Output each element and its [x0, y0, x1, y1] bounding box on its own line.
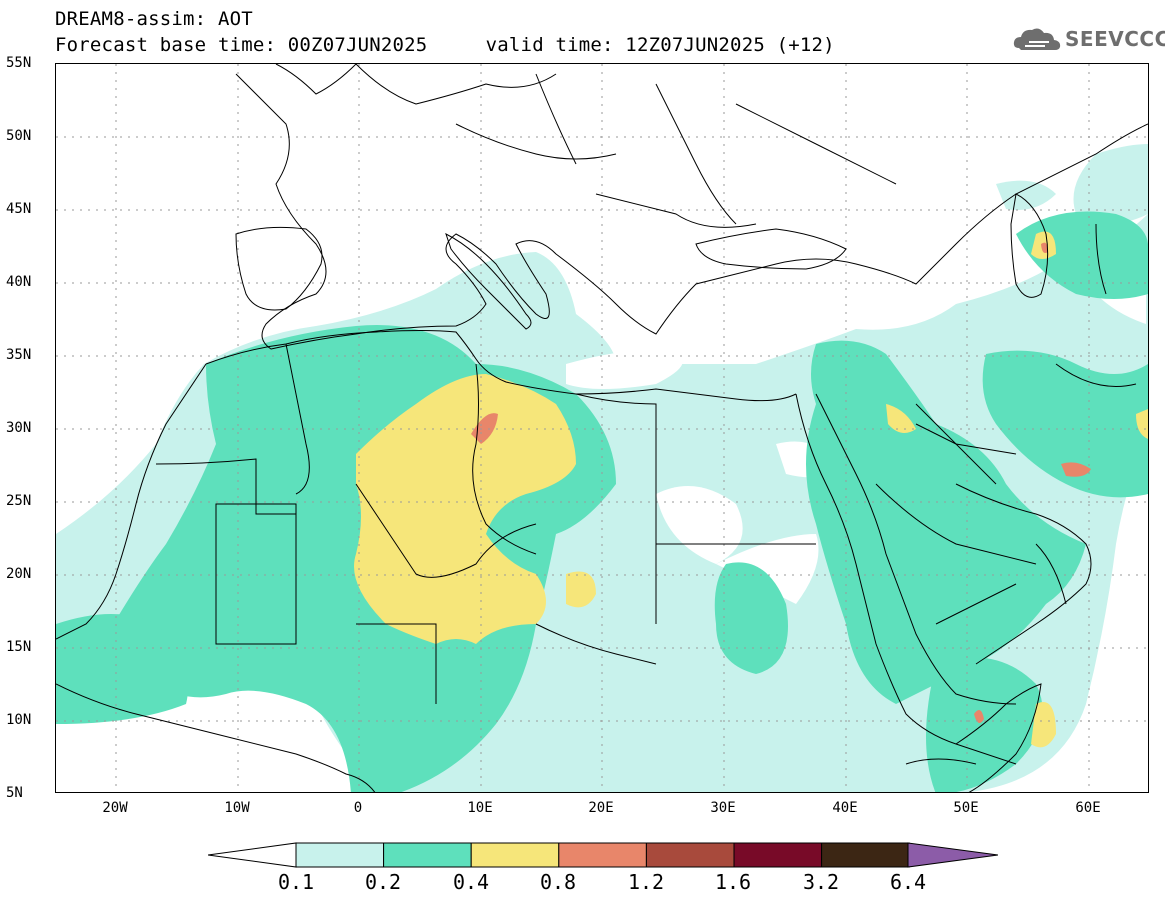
aot-map [55, 63, 1149, 793]
colorbar-box [733, 842, 823, 868]
lat-label: 10N [6, 712, 32, 728]
lat-label: 30N [6, 420, 32, 436]
lon-label: 40E [832, 800, 858, 816]
colorbar-max-arrow [907, 842, 998, 868]
lon-label: 50E [953, 800, 979, 816]
lat-label: 45N [6, 201, 32, 217]
colorbar-label: 6.4 [889, 870, 927, 894]
lat-label: 15N [6, 639, 32, 655]
colorbar-box [383, 842, 472, 868]
colorbar-box [558, 842, 647, 868]
colorbar-label: 0.2 [364, 870, 402, 894]
lat-label: 25N [6, 493, 32, 509]
colorbar-box [645, 842, 735, 868]
map-canvas [56, 64, 1148, 792]
lon-label: 20E [588, 800, 614, 816]
lon-label: 30E [710, 800, 736, 816]
forecast-time-line: Forecast base time: 00Z07JUN2025 valid t… [55, 34, 835, 56]
cloud-logo-icon [1013, 28, 1061, 50]
colorbar-label: 0.4 [452, 870, 490, 894]
lat-label: 5N [6, 785, 23, 801]
lat-label: 40N [6, 274, 32, 290]
lon-label: 10E [467, 800, 493, 816]
logo-text: SEEVCCC [1065, 27, 1165, 51]
colorbar [208, 842, 998, 868]
coastlines-borders [56, 64, 1148, 792]
graticule [56, 64, 1148, 792]
colorbar-min-arrow [208, 842, 297, 868]
lat-label: 20N [6, 566, 32, 582]
lon-label: 10W [224, 800, 250, 816]
colorbar-box [470, 842, 560, 868]
colorbar-label: 0.1 [277, 870, 315, 894]
product-title: DREAM8-assim: AOT [55, 8, 253, 30]
colorbar-boxes [295, 842, 910, 868]
colorbar-box [821, 842, 910, 868]
lon-label: 20W [102, 800, 128, 816]
colorbar-label: 3.2 [802, 870, 840, 894]
lat-label: 55N [6, 55, 32, 71]
lat-label: 35N [6, 347, 32, 363]
colorbar-label: 0.8 [539, 870, 577, 894]
aot-level-0-8 [471, 242, 1091, 723]
colorbar-box [295, 842, 385, 868]
colorbar-label: 1.2 [627, 870, 665, 894]
colorbar-label: 1.6 [714, 870, 752, 894]
lat-label: 50N [6, 128, 32, 144]
lon-label: 60E [1075, 800, 1101, 816]
lon-label: 0 [353, 800, 363, 816]
aot-level-0-4 [354, 231, 1148, 748]
seevccc-logo: SEEVCCC [1011, 24, 1165, 54]
